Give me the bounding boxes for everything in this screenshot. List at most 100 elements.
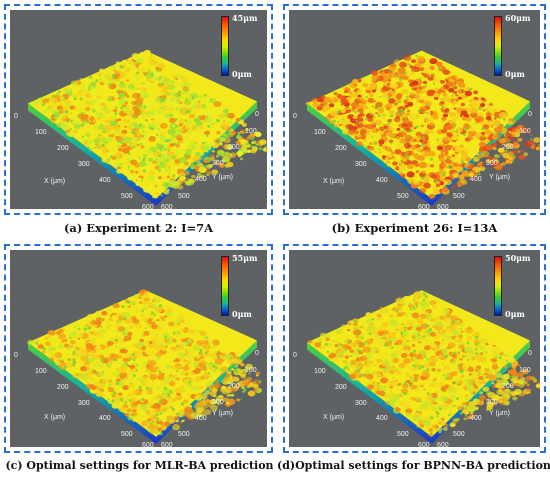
surface-peak — [141, 87, 148, 92]
surface-valley — [436, 138, 439, 141]
surface-peak — [413, 139, 417, 142]
surface-peak — [134, 87, 138, 90]
surface-peak — [132, 92, 141, 100]
surface-peak — [109, 120, 118, 127]
surface-valley — [476, 157, 479, 160]
surface-peak — [373, 150, 377, 154]
surface-peak — [67, 101, 71, 104]
surface-peak — [438, 331, 446, 337]
surface-peak — [114, 95, 119, 99]
surface-peak — [464, 90, 469, 95]
surface-peak — [102, 77, 110, 84]
surface-peak — [98, 125, 105, 131]
surface-valley — [404, 329, 407, 332]
surface-valley — [167, 418, 169, 421]
surface-peak — [518, 154, 526, 160]
surface-peak — [411, 344, 416, 347]
surface-valley — [502, 381, 505, 384]
surface-peak — [166, 402, 173, 407]
surface-valley — [72, 363, 76, 366]
surface-valley — [326, 350, 330, 353]
surface-peak — [366, 382, 371, 386]
surface-peak — [149, 113, 158, 120]
surface-valley — [459, 411, 463, 415]
surface-valley — [175, 124, 177, 127]
surface-valley — [52, 94, 55, 98]
surface-peak — [434, 347, 439, 351]
surface-peak — [117, 147, 124, 152]
surface-peak — [386, 164, 390, 167]
surface-peak — [423, 152, 430, 157]
surface-peak — [462, 152, 466, 156]
surface-valley — [95, 143, 98, 146]
surface-valley — [430, 416, 434, 420]
surface-peak — [194, 100, 199, 104]
surface-peak — [421, 307, 426, 311]
surface-peak — [115, 324, 120, 328]
surface-valley — [456, 134, 459, 137]
surface-valley — [333, 119, 336, 123]
y-axis-title: Y (μm) — [212, 174, 234, 181]
surface-peak — [388, 139, 394, 143]
surface-peak — [360, 113, 365, 117]
surface-valley — [207, 124, 211, 128]
side-wall-left — [307, 103, 432, 206]
surface-peak — [121, 144, 125, 148]
y-tick-label: 200 — [228, 383, 240, 390]
surface-peak — [423, 107, 427, 110]
surface-valley — [77, 327, 81, 331]
surface-valley — [400, 115, 403, 118]
surface-peak — [456, 81, 464, 87]
surface-peak — [130, 159, 138, 166]
surface-peak — [437, 145, 443, 151]
surface-valley — [159, 149, 163, 152]
surface-peak — [118, 82, 127, 89]
surface-peak — [496, 389, 504, 395]
surface-peak — [336, 93, 343, 99]
surface-peak — [220, 366, 229, 373]
surface-peak — [156, 380, 160, 383]
surface-valley — [503, 149, 507, 153]
surface-peak — [359, 325, 364, 329]
surface-peak — [396, 312, 403, 317]
x-tick-label: 0 — [14, 352, 18, 359]
surface-valley — [206, 115, 209, 118]
surface-peak — [143, 292, 149, 297]
surface-peak — [405, 70, 414, 77]
surface-peak — [329, 110, 337, 117]
surface-peak — [168, 368, 176, 374]
surface-peak — [211, 107, 215, 110]
surface-peak — [362, 82, 369, 88]
surface-peak — [458, 106, 463, 109]
surface-valley — [149, 422, 152, 425]
surface-valley — [237, 142, 240, 144]
surface-valley — [354, 110, 358, 114]
surface-peak — [89, 133, 93, 136]
surface-peak — [460, 396, 464, 399]
surface-peak — [366, 318, 372, 323]
surface-peak — [246, 385, 251, 389]
surface-valley — [120, 66, 124, 69]
surface-peak — [163, 117, 171, 123]
surface-peak — [178, 351, 187, 358]
surface-peak — [503, 365, 507, 368]
surface-peak — [203, 343, 212, 350]
surface-valley — [423, 335, 426, 338]
surface-peak — [396, 144, 405, 151]
surface-valley — [508, 140, 511, 143]
surface-peak — [164, 114, 169, 118]
surface-valley — [240, 398, 243, 400]
surface-peak — [422, 330, 428, 335]
surface-peak — [38, 106, 44, 110]
surface-valley — [413, 349, 417, 353]
surface-peak — [147, 360, 156, 367]
surface-peak — [386, 385, 389, 388]
surface-peak — [147, 428, 152, 432]
surface-peak — [357, 96, 364, 101]
surface-peak — [370, 355, 373, 358]
surface-valley — [442, 374, 445, 377]
surface-peak — [478, 337, 486, 343]
surface-peak — [143, 186, 151, 193]
surface-peak — [178, 157, 187, 164]
surface-valley — [72, 358, 75, 361]
